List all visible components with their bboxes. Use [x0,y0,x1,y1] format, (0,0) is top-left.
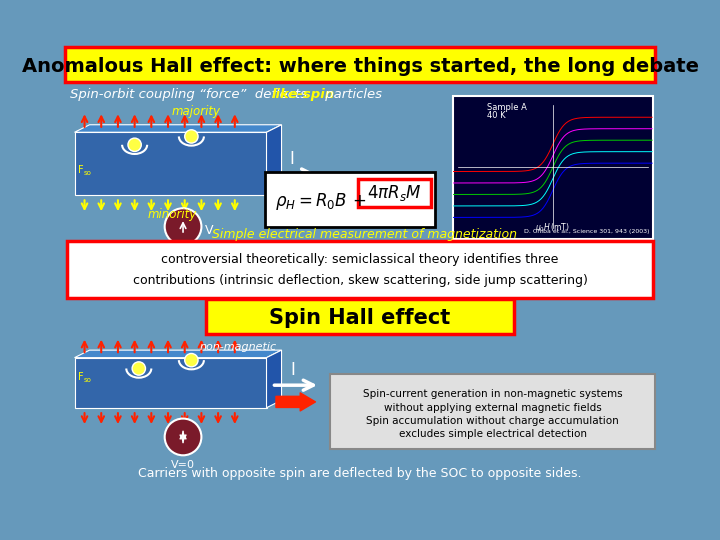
Polygon shape [75,357,266,408]
Circle shape [165,208,202,245]
Circle shape [132,362,145,375]
Text: contributions (intrinsic deflection, skew scattering, side jump scattering): contributions (intrinsic deflection, ske… [132,274,588,287]
Text: Sample A: Sample A [487,103,527,112]
Text: so: so [84,170,91,176]
Text: controversial theoretically: semiclassical theory identifies three: controversial theoretically: semiclassic… [161,253,559,266]
Text: Spin-current generation in non-magnetic systems: Spin-current generation in non-magnetic … [363,389,623,400]
Text: Anomalous Hall effect: where things started, the long debate: Anomalous Hall effect: where things star… [22,57,698,76]
Text: $4\pi R_s M$: $4\pi R_s M$ [367,183,421,203]
Text: D. Chiba et al., Science 301, 943 (2003): D. Chiba et al., Science 301, 943 (2003) [524,229,649,234]
Text: excludes simple electrical detection: excludes simple electrical detection [399,429,587,440]
FancyBboxPatch shape [453,96,653,239]
Text: F: F [78,165,84,175]
Text: Simple electrical measurement of magnetization: Simple electrical measurement of magneti… [212,228,517,241]
FancyArrowPatch shape [276,393,315,411]
Text: I: I [289,150,294,168]
Polygon shape [266,125,282,195]
Text: F: F [78,372,84,382]
Text: Spin-orbit coupling “force”  deflects: Spin-orbit coupling “force” deflects [70,88,311,101]
Text: I: I [291,361,296,379]
Text: 40 K: 40 K [487,111,505,120]
FancyBboxPatch shape [330,374,655,449]
Text: V: V [204,224,213,237]
Text: minority: minority [148,208,197,221]
Text: Spin accumulation without charge accumulation: Spin accumulation without charge accumul… [366,416,619,426]
Text: Carriers with opposite spin are deflected by the SOC to opposite sides.: Carriers with opposite spin are deflecte… [138,467,582,480]
FancyBboxPatch shape [67,241,653,298]
Polygon shape [75,132,266,195]
Text: $\mu_0 H\,(\mathrm{mT})$: $\mu_0 H\,(\mathrm{mT})$ [536,221,570,234]
FancyBboxPatch shape [206,299,514,334]
Polygon shape [75,350,282,357]
FancyBboxPatch shape [265,172,435,227]
Text: V=0: V=0 [171,460,195,470]
Circle shape [185,130,198,143]
Text: $\rho_H = R_0 B\,+$: $\rho_H = R_0 B\,+$ [275,191,366,212]
Circle shape [128,138,141,151]
Text: like-spin: like-spin [271,88,335,101]
Circle shape [165,418,202,455]
FancyBboxPatch shape [65,47,655,82]
Polygon shape [266,350,282,408]
Text: particles: particles [321,88,382,101]
FancyBboxPatch shape [359,179,431,207]
Text: without applying external magnetic fields: without applying external magnetic field… [384,403,602,413]
Text: non-magnetic: non-magnetic [199,342,277,352]
Text: majority: majority [171,105,220,118]
Polygon shape [75,125,282,132]
Circle shape [185,354,198,367]
Text: Spin Hall effect: Spin Hall effect [269,308,451,328]
Text: so: so [84,377,91,383]
